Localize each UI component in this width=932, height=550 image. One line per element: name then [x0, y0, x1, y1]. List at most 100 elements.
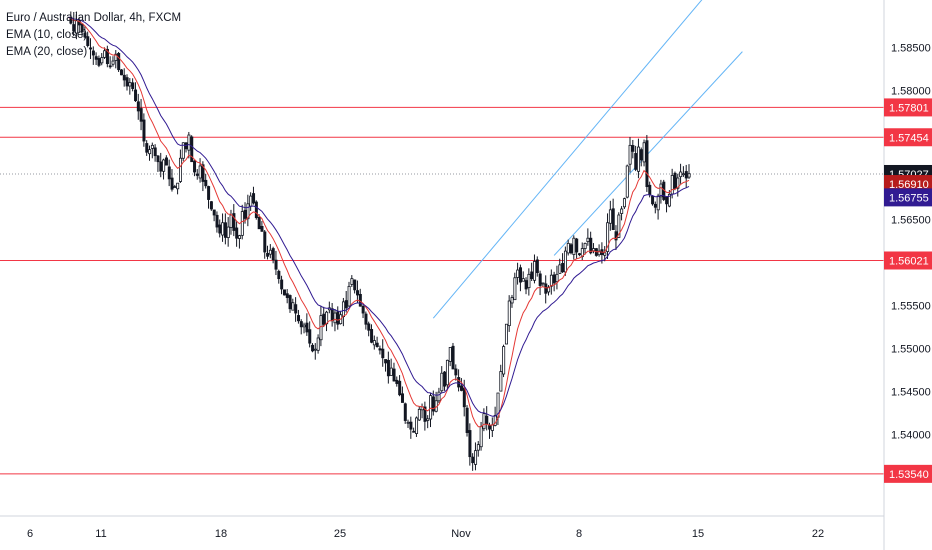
- candle-down-body: [336, 311, 340, 325]
- candle-up-body: [572, 237, 576, 255]
- ema20-tag-bg: [884, 188, 932, 207]
- candle: [409, 416, 413, 439]
- candle-down-body: [485, 415, 489, 425]
- candle: [426, 415, 430, 429]
- candle: [538, 270, 542, 296]
- trend-upper[interactable]: [432, 0, 745, 319]
- candle-down-body: [195, 173, 199, 176]
- candle: [443, 370, 447, 391]
- candle-down-body: [684, 171, 688, 179]
- candle-up-body: [679, 171, 683, 178]
- candle: [288, 294, 292, 313]
- candle-up-body: [617, 214, 621, 238]
- ema20-legend[interactable]: EMA (20, close): [6, 46, 88, 58]
- candle: [266, 245, 270, 260]
- candle: [119, 68, 123, 76]
- y-tick-label: 1.55500: [891, 300, 931, 312]
- candlesticks: [69, 11, 691, 471]
- candle: [575, 237, 579, 260]
- candle-up-body: [347, 285, 351, 307]
- x-tick-label: 11: [95, 528, 106, 540]
- candle-up-body: [586, 237, 590, 243]
- candle-down-body: [431, 396, 435, 412]
- candle-up-body: [198, 165, 202, 179]
- candle-up-body: [316, 337, 320, 351]
- candle: [260, 221, 264, 232]
- candle: [403, 402, 407, 424]
- candle-down-body: [145, 143, 149, 153]
- candle-up-body: [479, 426, 483, 448]
- candle-down-body: [330, 308, 334, 322]
- candle-down-body: [524, 280, 528, 290]
- candle: [299, 319, 303, 335]
- candle-up-body: [176, 182, 180, 190]
- candle-up-body: [670, 175, 674, 195]
- candle-up-body: [437, 391, 441, 402]
- horizontal-levels: [0, 106, 884, 475]
- candle: [83, 26, 87, 39]
- candle: [361, 304, 365, 319]
- ema10-line[interactable]: [67, 16, 690, 428]
- candle: [252, 186, 256, 205]
- candle: [347, 281, 351, 307]
- candle-up-body: [187, 134, 191, 151]
- candle-down-body: [159, 161, 163, 172]
- candle-down-body: [280, 279, 284, 290]
- candle-up-body: [563, 250, 567, 273]
- candle-up-body: [513, 277, 517, 301]
- candle: [533, 254, 537, 284]
- candle-down-body: [91, 50, 95, 56]
- candle: [454, 364, 458, 381]
- candle-down-body: [89, 47, 93, 50]
- candle-up-body: [406, 421, 410, 424]
- candle-up-body: [128, 82, 132, 87]
- candle-up-body: [549, 274, 553, 287]
- candle: [103, 47, 107, 59]
- candle: [125, 74, 129, 91]
- candle: [459, 378, 463, 392]
- candle: [527, 268, 531, 296]
- candle-up-body: [417, 408, 421, 421]
- candle: [507, 295, 511, 332]
- candle-down-body: [381, 348, 385, 359]
- candle-down-body: [538, 273, 542, 286]
- candle: [589, 231, 593, 255]
- candle-down-body: [364, 313, 368, 325]
- candle: [566, 239, 570, 256]
- candle-down-body: [648, 184, 652, 195]
- candle-down-body: [223, 222, 227, 238]
- candle-up-body: [566, 242, 570, 254]
- candle: [131, 78, 135, 92]
- candle-up-body: [603, 252, 607, 256]
- candle-up-body: [608, 209, 612, 224]
- candle-down-body: [530, 271, 534, 280]
- candle: [423, 401, 427, 431]
- candle: [86, 31, 90, 48]
- ema20-line[interactable]: [67, 16, 690, 417]
- candle: [524, 277, 528, 295]
- candle-up-body: [333, 312, 337, 324]
- candle-up-body: [606, 222, 610, 252]
- candle: [114, 50, 118, 69]
- candle: [578, 252, 582, 257]
- y-tick-label: 1.54000: [891, 429, 931, 441]
- candle-down-body: [156, 155, 160, 163]
- candle: [552, 271, 556, 292]
- symbol-title[interactable]: Euro / Australian Dollar, 4h, FXCM: [6, 12, 182, 24]
- candle-down-body: [277, 270, 281, 280]
- candle-up-body: [350, 278, 354, 285]
- ema10-legend[interactable]: EMA (10, close): [6, 29, 88, 41]
- candle: [474, 442, 478, 471]
- x-tick-label: Nov: [451, 528, 471, 540]
- candle-up-body: [558, 264, 562, 274]
- candle: [105, 45, 109, 68]
- candle-up-body: [510, 297, 514, 304]
- candle: [305, 313, 309, 336]
- candle: [468, 423, 472, 466]
- candle: [384, 359, 388, 372]
- candle: [392, 362, 396, 382]
- candle-down-body: [288, 295, 292, 310]
- candle-down-body: [204, 179, 208, 187]
- candle-up-body: [440, 372, 444, 392]
